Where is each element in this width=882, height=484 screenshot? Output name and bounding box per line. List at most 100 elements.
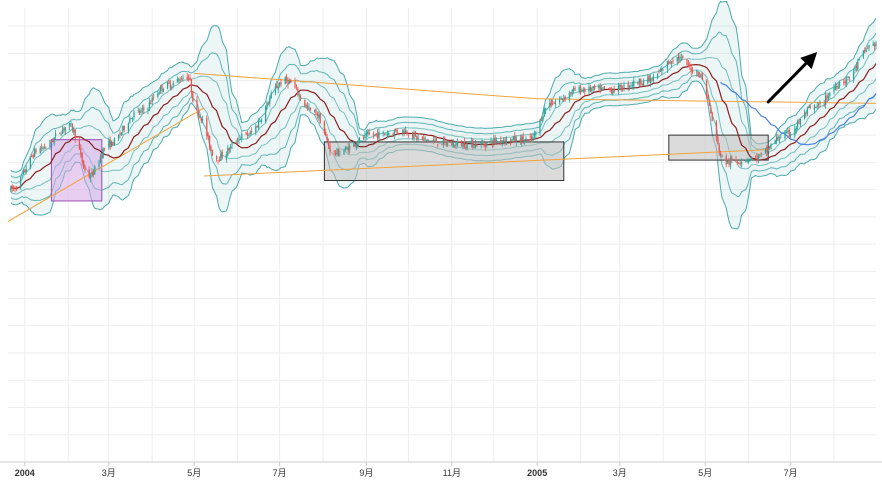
candle-body <box>319 112 321 124</box>
candle-body <box>99 156 102 163</box>
candle-body <box>687 63 690 65</box>
candle-body <box>12 188 15 190</box>
candle-body <box>717 136 719 144</box>
x-tick-label: 2005 <box>527 468 547 478</box>
candle-body <box>845 79 848 84</box>
candle-body <box>169 83 172 89</box>
candle-body <box>659 70 662 72</box>
candle-body <box>316 114 319 116</box>
candle-body <box>571 89 573 94</box>
candle-body <box>539 119 541 134</box>
candle-body <box>794 129 796 136</box>
arrow-shaft <box>766 61 808 104</box>
candle-body <box>627 83 629 88</box>
candle-body <box>148 102 151 108</box>
candle-body <box>726 160 729 164</box>
candle-body <box>472 139 474 148</box>
candle-body <box>92 171 95 176</box>
candle-body <box>383 133 386 135</box>
candle-body <box>239 139 242 141</box>
candle-body <box>689 64 691 67</box>
candle-body <box>697 71 699 76</box>
candle-body <box>484 143 487 148</box>
candle-body <box>21 175 23 177</box>
candle-body <box>329 145 331 152</box>
band-fill <box>10 1 877 229</box>
candle-body <box>298 94 300 97</box>
candle-body <box>564 96 566 99</box>
candle-body <box>337 148 340 156</box>
candle-body <box>161 85 163 91</box>
candle-body <box>740 162 743 164</box>
trend-line-4 <box>203 149 769 177</box>
candle-body <box>54 133 57 137</box>
candle-body <box>774 140 776 144</box>
candle-body <box>749 158 751 160</box>
candle-body <box>378 132 380 139</box>
candle-body <box>52 140 54 142</box>
candle-body <box>739 162 741 164</box>
candle-body <box>147 108 149 111</box>
candle-body <box>707 95 709 100</box>
candle-body <box>246 132 249 136</box>
candle-body <box>754 156 757 157</box>
candle-body <box>805 112 807 115</box>
candle-body <box>621 88 624 91</box>
candle-body <box>334 152 337 155</box>
candle-body <box>728 161 730 165</box>
x-axis: 2004 3月 5月 7月 9月 11月 2005 3月 5月 7月 <box>0 461 882 478</box>
candle-body <box>288 80 291 84</box>
candle-body <box>102 148 104 158</box>
candle-body <box>365 133 368 135</box>
candle-body <box>523 139 526 143</box>
candle-body <box>833 87 835 93</box>
candle-body <box>245 132 247 134</box>
candle-body <box>120 132 123 136</box>
candle-body <box>187 77 190 79</box>
candle-body <box>269 98 271 104</box>
candle-body <box>553 103 555 104</box>
candle-body <box>325 131 327 136</box>
candle-body <box>764 149 767 153</box>
candle-body <box>460 142 463 147</box>
candle-body <box>784 132 786 139</box>
candle-body <box>598 86 600 88</box>
candle-body <box>374 134 376 136</box>
candle-body <box>857 61 859 70</box>
candle-body <box>276 85 278 89</box>
candle-body <box>578 86 580 91</box>
candle-body <box>589 86 592 92</box>
candle-body <box>532 136 534 140</box>
candle-body <box>462 143 464 148</box>
candle-body <box>109 139 111 148</box>
candle-body <box>73 129 75 133</box>
candle-body <box>127 123 130 132</box>
candle-body <box>661 68 663 72</box>
candle-body <box>159 86 162 92</box>
candle-body <box>284 77 286 85</box>
candle-body <box>285 76 288 81</box>
candle-body <box>24 169 26 172</box>
candle-body <box>483 143 485 145</box>
x-tick-label: 3月 <box>613 468 627 478</box>
band-upper-2 <box>10 31 877 179</box>
candle-body <box>656 74 659 79</box>
candle-body <box>796 122 799 128</box>
candle-body <box>196 99 198 110</box>
candle-body <box>750 157 753 161</box>
candle-body <box>658 72 660 74</box>
arrow-head <box>800 52 818 70</box>
candle-body <box>431 140 433 143</box>
candle-body <box>662 69 664 71</box>
candle-body <box>865 49 867 52</box>
candle-body <box>775 137 778 142</box>
candle-body <box>700 73 702 77</box>
candle-body <box>343 150 345 155</box>
candle-body <box>470 140 473 144</box>
candle-body <box>834 85 837 90</box>
candle-body <box>512 136 515 140</box>
candle-body <box>711 112 713 121</box>
candle-body <box>15 188 18 190</box>
candle-body <box>603 86 606 89</box>
candle-body <box>133 112 135 118</box>
